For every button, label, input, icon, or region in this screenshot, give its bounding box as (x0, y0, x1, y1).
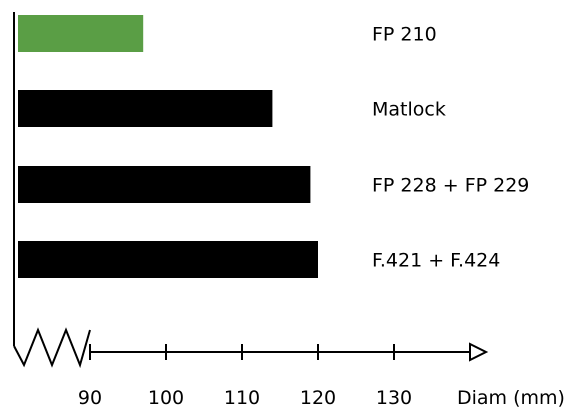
bar-3 (18, 241, 318, 278)
bar-0 (18, 15, 144, 52)
category-label-2: FP 228 + FP 229 (372, 175, 529, 197)
x-tick-label-1: 100 (148, 387, 184, 409)
axis-break-zigzag (13, 327, 91, 369)
bar-1 (18, 90, 273, 127)
category-labels-group: FP 210 Matlock FP 228 + FP 229 F.421 + F.42… (372, 24, 529, 272)
category-label-1: Matlock (372, 99, 446, 121)
x-tick-label-4: 130 (376, 387, 412, 409)
bars-group (18, 15, 318, 278)
category-label-0: FP 210 (372, 24, 437, 46)
category-label-3: F.421 + F.424 (372, 250, 500, 272)
x-ticks-group: 90 100 110 120 130 (78, 344, 412, 409)
x-tick-label-0: 90 (78, 387, 102, 409)
bar-2 (18, 166, 311, 203)
x-tick-label-2: 110 (224, 387, 260, 409)
x-axis-label: Diam (mm) (457, 387, 565, 409)
x-axis-arrowhead (469, 342, 489, 362)
x-tick-label-3: 120 (300, 387, 336, 409)
